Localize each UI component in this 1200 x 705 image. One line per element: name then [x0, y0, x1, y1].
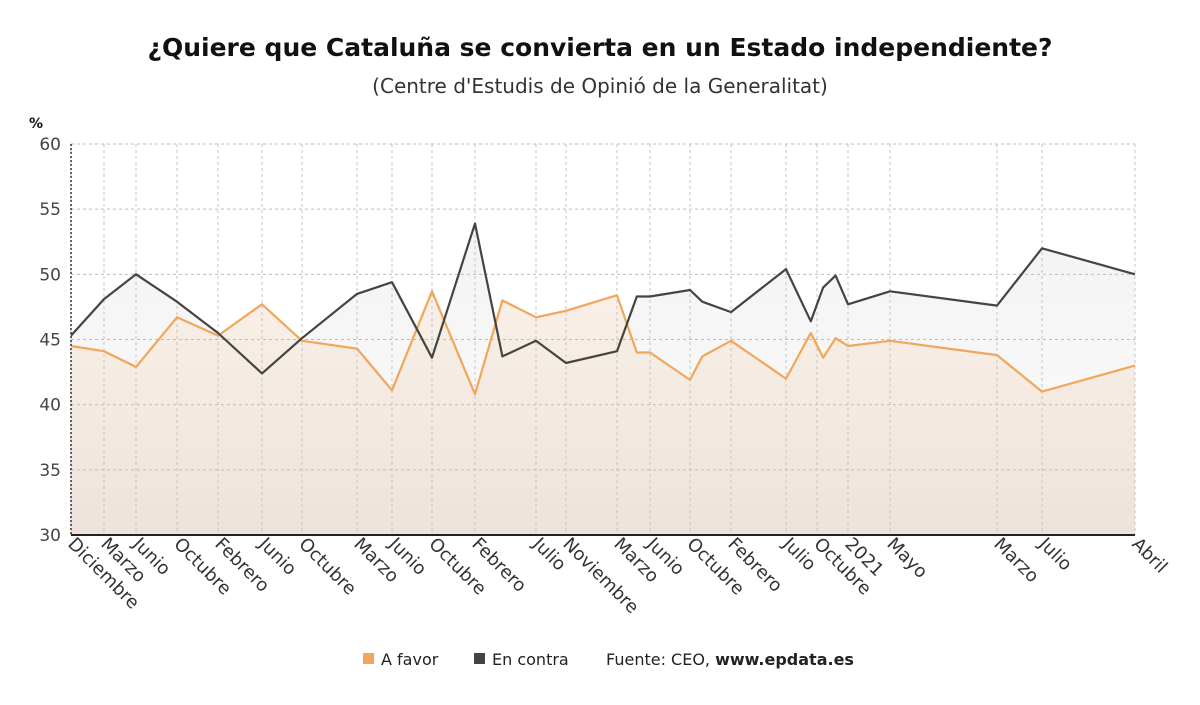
y-tick-label: 55: [39, 200, 61, 220]
legend: A favor En contra Fuente: CEO, www.epdat…: [363, 650, 854, 669]
y-tick-label: 35: [39, 461, 61, 481]
y-tick-label: 30: [39, 526, 61, 546]
x-tick-label: Marzo: [989, 534, 1042, 587]
x-tick-label: Julio: [528, 533, 570, 575]
y-tick-label: 50: [39, 265, 61, 285]
y-tick-label: 40: [39, 396, 61, 416]
x-tick-labels: DiciembreMarzoJunioOctubreFebreroJunioOc…: [63, 533, 1171, 618]
y-axis-unit: %: [29, 116, 43, 132]
x-tick-label: Mayo: [882, 534, 931, 583]
source-prefix: Fuente: CEO,: [606, 650, 715, 669]
source-note: Fuente: CEO, www.epdata.es: [606, 650, 854, 669]
legend-label-en-contra: En contra: [492, 650, 569, 669]
plot-area-fills: [71, 223, 1135, 535]
legend-label-a-favor: A favor: [381, 650, 439, 669]
y-tick-label: 45: [39, 331, 61, 351]
x-tick-label: Julio: [778, 533, 820, 575]
axes: [70, 144, 1135, 536]
series-line-en-contra: [70, 222, 1136, 375]
area-a-favor: [71, 291, 1135, 535]
series-line-a-favor: [70, 290, 1136, 396]
series-lines: [70, 222, 1136, 396]
x-tick-label: Abril: [1127, 534, 1171, 578]
chart-subtitle: (Centre d'Estudis de Opinió de la Genera…: [372, 74, 828, 98]
x-tick-label: Octubre: [294, 534, 360, 600]
source-site: www.epdata.es: [715, 650, 854, 669]
legend-swatch-a-favor: [363, 653, 374, 664]
chart-title: ¿Quiere que Cataluña se convierta en un …: [147, 33, 1052, 62]
legend-swatch-en-contra: [474, 653, 485, 664]
y-tick-label: 60: [39, 135, 61, 155]
y-tick-labels: 30 35 40 45 50 55 60: [39, 135, 61, 546]
